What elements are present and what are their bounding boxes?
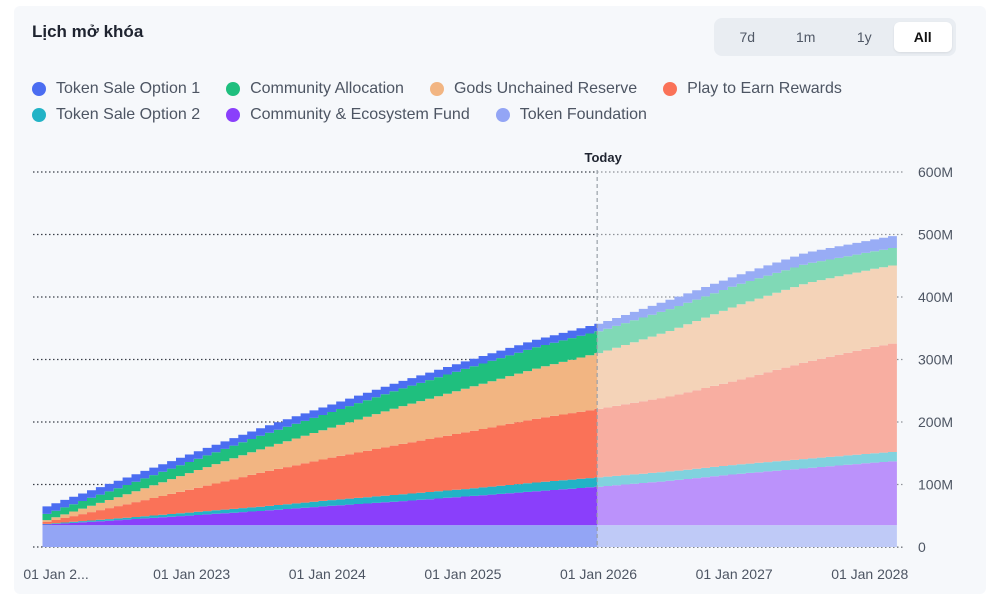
legend-label: Community & Ecosystem Fund: [250, 106, 470, 123]
y-tick-label: 200M: [918, 414, 953, 430]
legend-dot-icon: [226, 108, 241, 122]
legend-label: Community Allocation: [250, 80, 404, 97]
legend-label: Token Foundation: [519, 106, 647, 123]
y-tick-label: 300M: [918, 352, 953, 368]
y-tick-label: 400M: [918, 289, 953, 305]
x-tick-label: 01 Jan 2028: [831, 566, 908, 582]
area-play-to-earn-rewards[interactable]: [42, 342, 897, 524]
legend-dot-icon: [663, 82, 678, 96]
y-axis-labels: 0 100M 200M 300M 400M 500M 600M: [918, 164, 953, 555]
chart-legend: Token Sale Option 1 Community Allocation…: [32, 76, 932, 128]
range-all-button[interactable]: All: [893, 22, 952, 52]
x-tick-label: 01 Jan 2...: [23, 566, 88, 582]
legend-item-gods-unchained-reserve[interactable]: Gods Unchained Reserve: [429, 80, 638, 98]
x-tick-label: 01 Jan 2027: [696, 566, 773, 582]
legend-item-token-sale-option-2[interactable]: Token Sale Option 2: [32, 106, 200, 124]
x-axis-labels: 01 Jan 2... 01 Jan 2023 01 Jan 2024 01 Jan …: [23, 566, 908, 582]
legend-label: Play to Earn Rewards: [687, 80, 842, 97]
x-tick-label: 01 Jan 2026: [560, 566, 637, 582]
area-community-allocation[interactable]: [42, 246, 897, 521]
x-tick-label: 01 Jan 2025: [424, 566, 501, 582]
today-marker: Today: [584, 150, 623, 547]
today-label: Today: [584, 150, 622, 165]
time-range-selector: 7d 1m 1y All: [714, 18, 956, 56]
legend-dot-icon: [495, 108, 510, 122]
future-overlay: [597, 162, 905, 547]
legend-label: Token Sale Option 1: [56, 80, 201, 97]
area-token-sale-option-1[interactable]: [42, 234, 897, 514]
area-gods-unchained-reserve[interactable]: [42, 263, 897, 522]
x-tick-label: 01 Jan 2024: [289, 566, 366, 582]
y-tick-label: 100M: [918, 477, 953, 493]
legend-item-play-to-earn-rewards[interactable]: Play to Earn Rewards: [663, 80, 842, 98]
range-1m-button[interactable]: 1m: [777, 22, 836, 52]
legend-dot-icon: [32, 108, 46, 122]
legend-dot-icon: [429, 82, 444, 96]
range-1y-button[interactable]: 1y: [835, 22, 894, 52]
legend-dot-icon: [32, 82, 46, 96]
area-community-ecosystem-fund[interactable]: [42, 460, 897, 526]
y-tick-label: 500M: [918, 227, 953, 243]
area-token-sale-option-2[interactable]: [42, 451, 897, 525]
legend-label: Gods Unchained Reserve: [453, 80, 638, 97]
stacked-areas: [42, 234, 897, 547]
legend-item-token-foundation[interactable]: Token Foundation: [495, 106, 647, 124]
legend-item-community-allocation[interactable]: Community Allocation: [226, 80, 404, 98]
legend-item-token-sale-option-1[interactable]: Token Sale Option 1: [32, 80, 200, 98]
y-tick-label: 0: [918, 539, 926, 555]
range-7d-button[interactable]: 7d: [718, 22, 777, 52]
legend-item-community-ecosystem-fund[interactable]: Community & Ecosystem Fund: [226, 106, 470, 124]
legend-dot-icon: [226, 82, 241, 96]
future-fade-overlay: [597, 162, 905, 547]
x-tick-label: 01 Jan 2023: [153, 566, 230, 582]
area-token-foundation[interactable]: [42, 525, 897, 547]
y-tick-label: 600M: [918, 164, 953, 180]
legend-label: Token Sale Option 2: [56, 106, 201, 123]
page-title: Lịch mở khóa: [32, 22, 144, 41]
